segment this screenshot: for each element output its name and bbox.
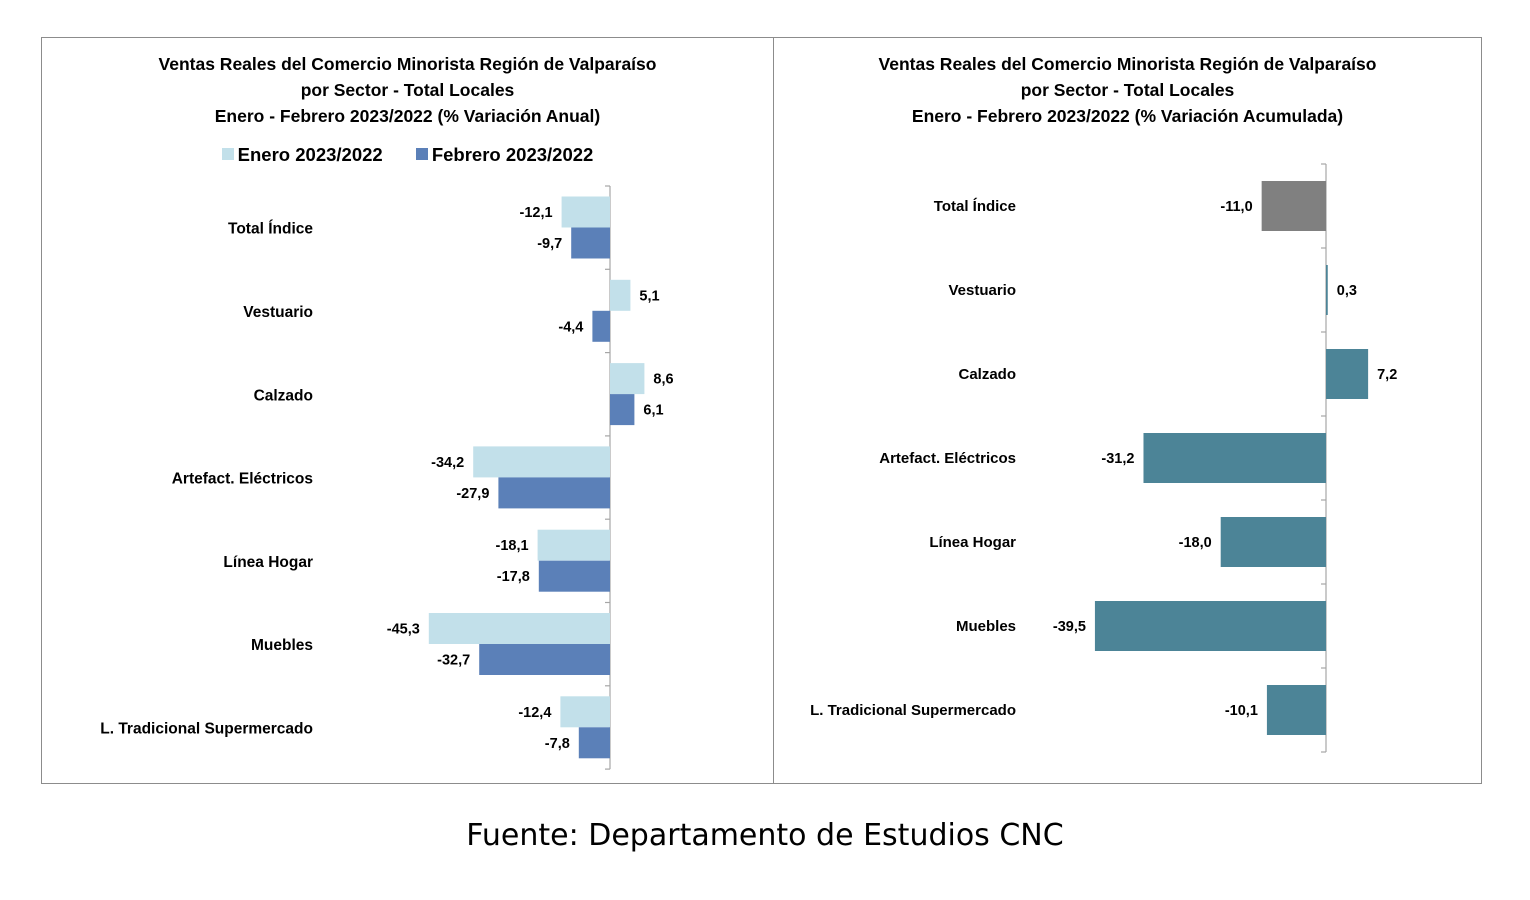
bar-enero xyxy=(537,529,610,561)
bar-febrero xyxy=(498,477,610,509)
bar-febrero xyxy=(571,227,610,259)
legend-item-enero: Enero 2023/2022 xyxy=(221,144,383,166)
bar-cumulative xyxy=(1261,181,1326,231)
bar-cumulative xyxy=(1143,433,1326,483)
chart-title: Ventas Reales del Comercio Minorista Reg… xyxy=(774,51,1481,129)
category-label: Muebles xyxy=(956,618,1016,635)
bar-cumulative xyxy=(1220,517,1326,567)
bar-febrero xyxy=(479,644,610,675)
category-label: Calzado xyxy=(254,387,313,404)
legend-swatch xyxy=(415,148,428,160)
data-label: -31,2 xyxy=(1101,451,1134,467)
chart-title: Ventas Reales del Comercio Minorista Reg… xyxy=(42,51,773,129)
category-label: L. Tradicional Supermercado xyxy=(100,720,313,737)
bar-cumulative xyxy=(1266,685,1326,735)
bar-enero xyxy=(473,446,610,478)
bar-febrero xyxy=(578,727,610,759)
bar-febrero xyxy=(592,310,610,342)
bar-chart-annual: Total Índice -12,1 -9,7 Vestuario 5,1 -4,4 Cal… xyxy=(100,185,674,770)
bar-cumulative xyxy=(1094,601,1326,651)
bar-cumulative xyxy=(1326,265,1328,315)
data-label: -45,3 xyxy=(387,622,420,638)
data-label: -17,8 xyxy=(497,569,530,585)
chart-panel-annual: Ventas Reales del Comercio Minorista Reg… xyxy=(41,37,774,784)
source-note: Fuente: Departamento de Estudios CNC xyxy=(466,818,1064,853)
category-label: Calzado xyxy=(958,366,1016,383)
data-label: 6,1 xyxy=(643,403,663,419)
data-label: -12,4 xyxy=(518,705,551,721)
category-label: L. Tradicional Supermercado xyxy=(810,702,1016,719)
category-label: Vestuario xyxy=(948,282,1016,299)
chart-title-line: Ventas Reales del Comercio Minorista Reg… xyxy=(158,54,657,74)
legend-label: Febrero 2023/2022 xyxy=(431,144,594,165)
chart-legend: Enero 2023/2022 Febrero 2023/2022 xyxy=(42,144,773,166)
bar-enero xyxy=(560,696,610,728)
category-label: Artefact. Eléctricos xyxy=(879,450,1016,467)
bar-chart-cumulative: Total Índice -11,0 Vestuario 0,3 Calzado 7,2 A… xyxy=(810,163,1397,753)
data-label: 0,3 xyxy=(1337,283,1357,299)
chart-title-line: Enero - Febrero 2023/2022 (% Variación A… xyxy=(214,106,601,126)
category-label: Línea Hogar xyxy=(929,534,1016,551)
data-label: -11,0 xyxy=(1220,199,1252,215)
bar-enero xyxy=(610,279,631,311)
legend-swatch xyxy=(221,148,234,160)
chart-title-line: por Sector - Total Locales xyxy=(300,80,515,100)
category-label: Muebles xyxy=(251,637,313,654)
data-label: 7,2 xyxy=(1377,367,1397,383)
chart-title-line: por Sector - Total Locales xyxy=(1020,80,1235,100)
bar-febrero xyxy=(610,394,635,426)
data-label: -18,1 xyxy=(496,538,529,554)
data-label: -12,1 xyxy=(520,205,553,221)
data-label: -4,4 xyxy=(558,319,583,335)
category-label: Total Índice xyxy=(228,221,313,238)
data-label: -34,2 xyxy=(431,455,464,471)
legend-label: Enero 2023/2022 xyxy=(237,144,383,165)
category-label: Línea Hogar xyxy=(223,554,313,571)
bar-enero xyxy=(610,363,645,395)
data-label: -39,5 xyxy=(1053,619,1086,635)
category-label: Total Índice xyxy=(934,198,1016,215)
category-label: Vestuario xyxy=(243,304,313,321)
data-label: -18,0 xyxy=(1179,535,1212,551)
data-label: -10,1 xyxy=(1225,703,1258,719)
data-label: -27,9 xyxy=(456,486,489,502)
data-label: 5,1 xyxy=(639,288,659,304)
bar-cumulative xyxy=(1326,349,1369,399)
bar-enero xyxy=(428,613,610,644)
data-label: -9,7 xyxy=(537,236,562,252)
chart-title-line: Enero - Febrero 2023/2022 (% Variación A… xyxy=(911,106,1344,126)
legend-item-febrero: Febrero 2023/2022 xyxy=(415,144,594,166)
bar-enero xyxy=(561,196,610,228)
bar-febrero xyxy=(538,560,610,592)
chart-title-line: Ventas Reales del Comercio Minorista Reg… xyxy=(878,54,1377,74)
category-label: Artefact. Eléctricos xyxy=(172,471,313,488)
data-label: 8,6 xyxy=(653,372,673,388)
data-label: -32,7 xyxy=(437,653,470,669)
chart-panel-cumulative: Ventas Reales del Comercio Minorista Reg… xyxy=(773,37,1482,784)
data-label: -7,8 xyxy=(545,736,570,752)
